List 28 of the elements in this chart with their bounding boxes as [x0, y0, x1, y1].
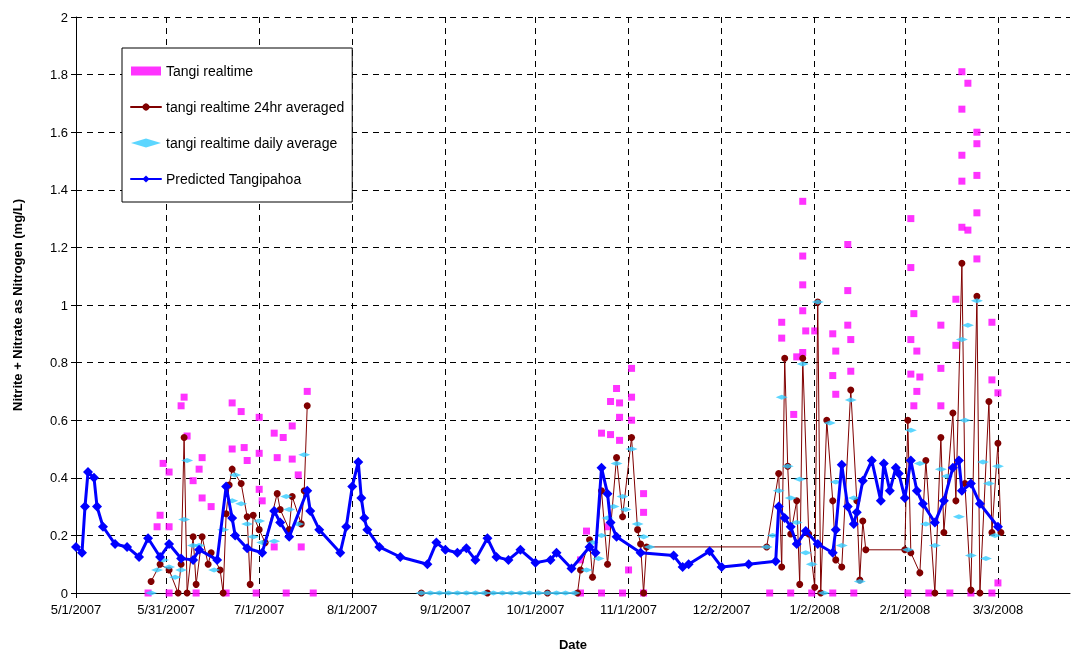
legend-label: Tangi realtime: [166, 63, 254, 79]
y-tick-label: 0.2: [49, 527, 68, 543]
x-tick-label: 1/2/2008: [789, 602, 841, 617]
legend-label: tangi realtime daily average: [166, 135, 338, 151]
x-tick-label: 7/1/2007: [233, 602, 285, 617]
x-tick-label: 5/1/2007: [50, 602, 102, 617]
x-tick-label: 3/3/2008: [972, 602, 1024, 617]
y-tick-label: 1: [60, 297, 68, 313]
x-tick-label: 12/2/2007: [692, 602, 751, 617]
y-tick-label: 0.8: [49, 355, 68, 371]
x-tick-label: 9/1/2007: [420, 602, 471, 617]
y-tick-label: 1.4: [49, 182, 68, 198]
y-tick-label: 2: [60, 9, 68, 25]
x-tick-label: 10/1/2007: [506, 602, 565, 617]
x-tick-label: 2/1/2008: [879, 602, 931, 617]
y-tick-label: 1.6: [49, 124, 68, 140]
x-tick-label: 5/31/2007: [137, 602, 196, 617]
y-tick-label: 1.2: [49, 239, 68, 255]
x-axis-title: Date: [558, 637, 588, 652]
y-tick-label: 0.4: [49, 470, 68, 486]
x-tick-label: 8/1/2007: [326, 602, 378, 617]
x-tick-label: 11/1/2007: [600, 602, 657, 617]
y-tick-label: 0: [60, 585, 68, 601]
y-tick-label: 1.8: [49, 67, 68, 83]
legend-label: Predicted Tangipahoa: [166, 171, 302, 187]
y-axis-title: Nitrite + Nitrate as Nitrogen (mg/L): [10, 199, 25, 411]
y-tick-label: 0.6: [49, 412, 68, 428]
legend-label: tangi realtime 24hr averaged: [166, 99, 345, 115]
